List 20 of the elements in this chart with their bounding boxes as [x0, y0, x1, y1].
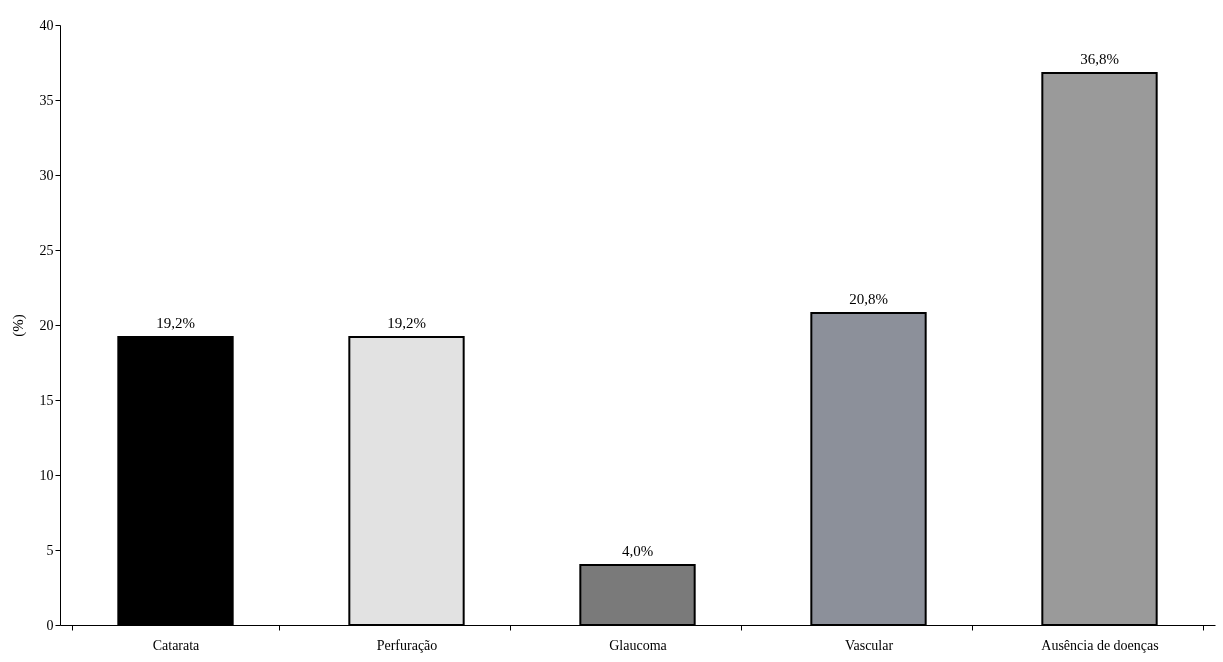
x-tick-label: Perfuração — [376, 637, 438, 653]
y-tick-label: 5 — [46, 542, 54, 558]
y-tick-label: 30 — [39, 167, 54, 183]
x-tick-label: Ausência de doenças — [1041, 637, 1159, 653]
y-tick-label: 40 — [39, 17, 54, 33]
y-tick-label: 15 — [39, 392, 54, 408]
data-label: 20,8% — [849, 291, 888, 307]
y-tick-label: 10 — [39, 467, 54, 483]
y-tick-label: 20 — [39, 317, 54, 333]
y-tick-label: 35 — [39, 92, 54, 108]
data-label: 4,0% — [621, 543, 654, 559]
x-tick-label: Catarata — [152, 637, 201, 653]
x-tick-label: Glaucoma — [609, 637, 668, 653]
data-label: 19,2% — [156, 315, 195, 331]
data-label: 19,2% — [387, 315, 426, 331]
data-label: 36,8% — [1080, 51, 1119, 67]
y-tick-label: 0 — [46, 617, 54, 633]
x-tick-label: Vascular — [844, 637, 894, 653]
y-axis-title: (%) — [9, 314, 27, 337]
y-tick-label: 25 — [39, 242, 54, 258]
